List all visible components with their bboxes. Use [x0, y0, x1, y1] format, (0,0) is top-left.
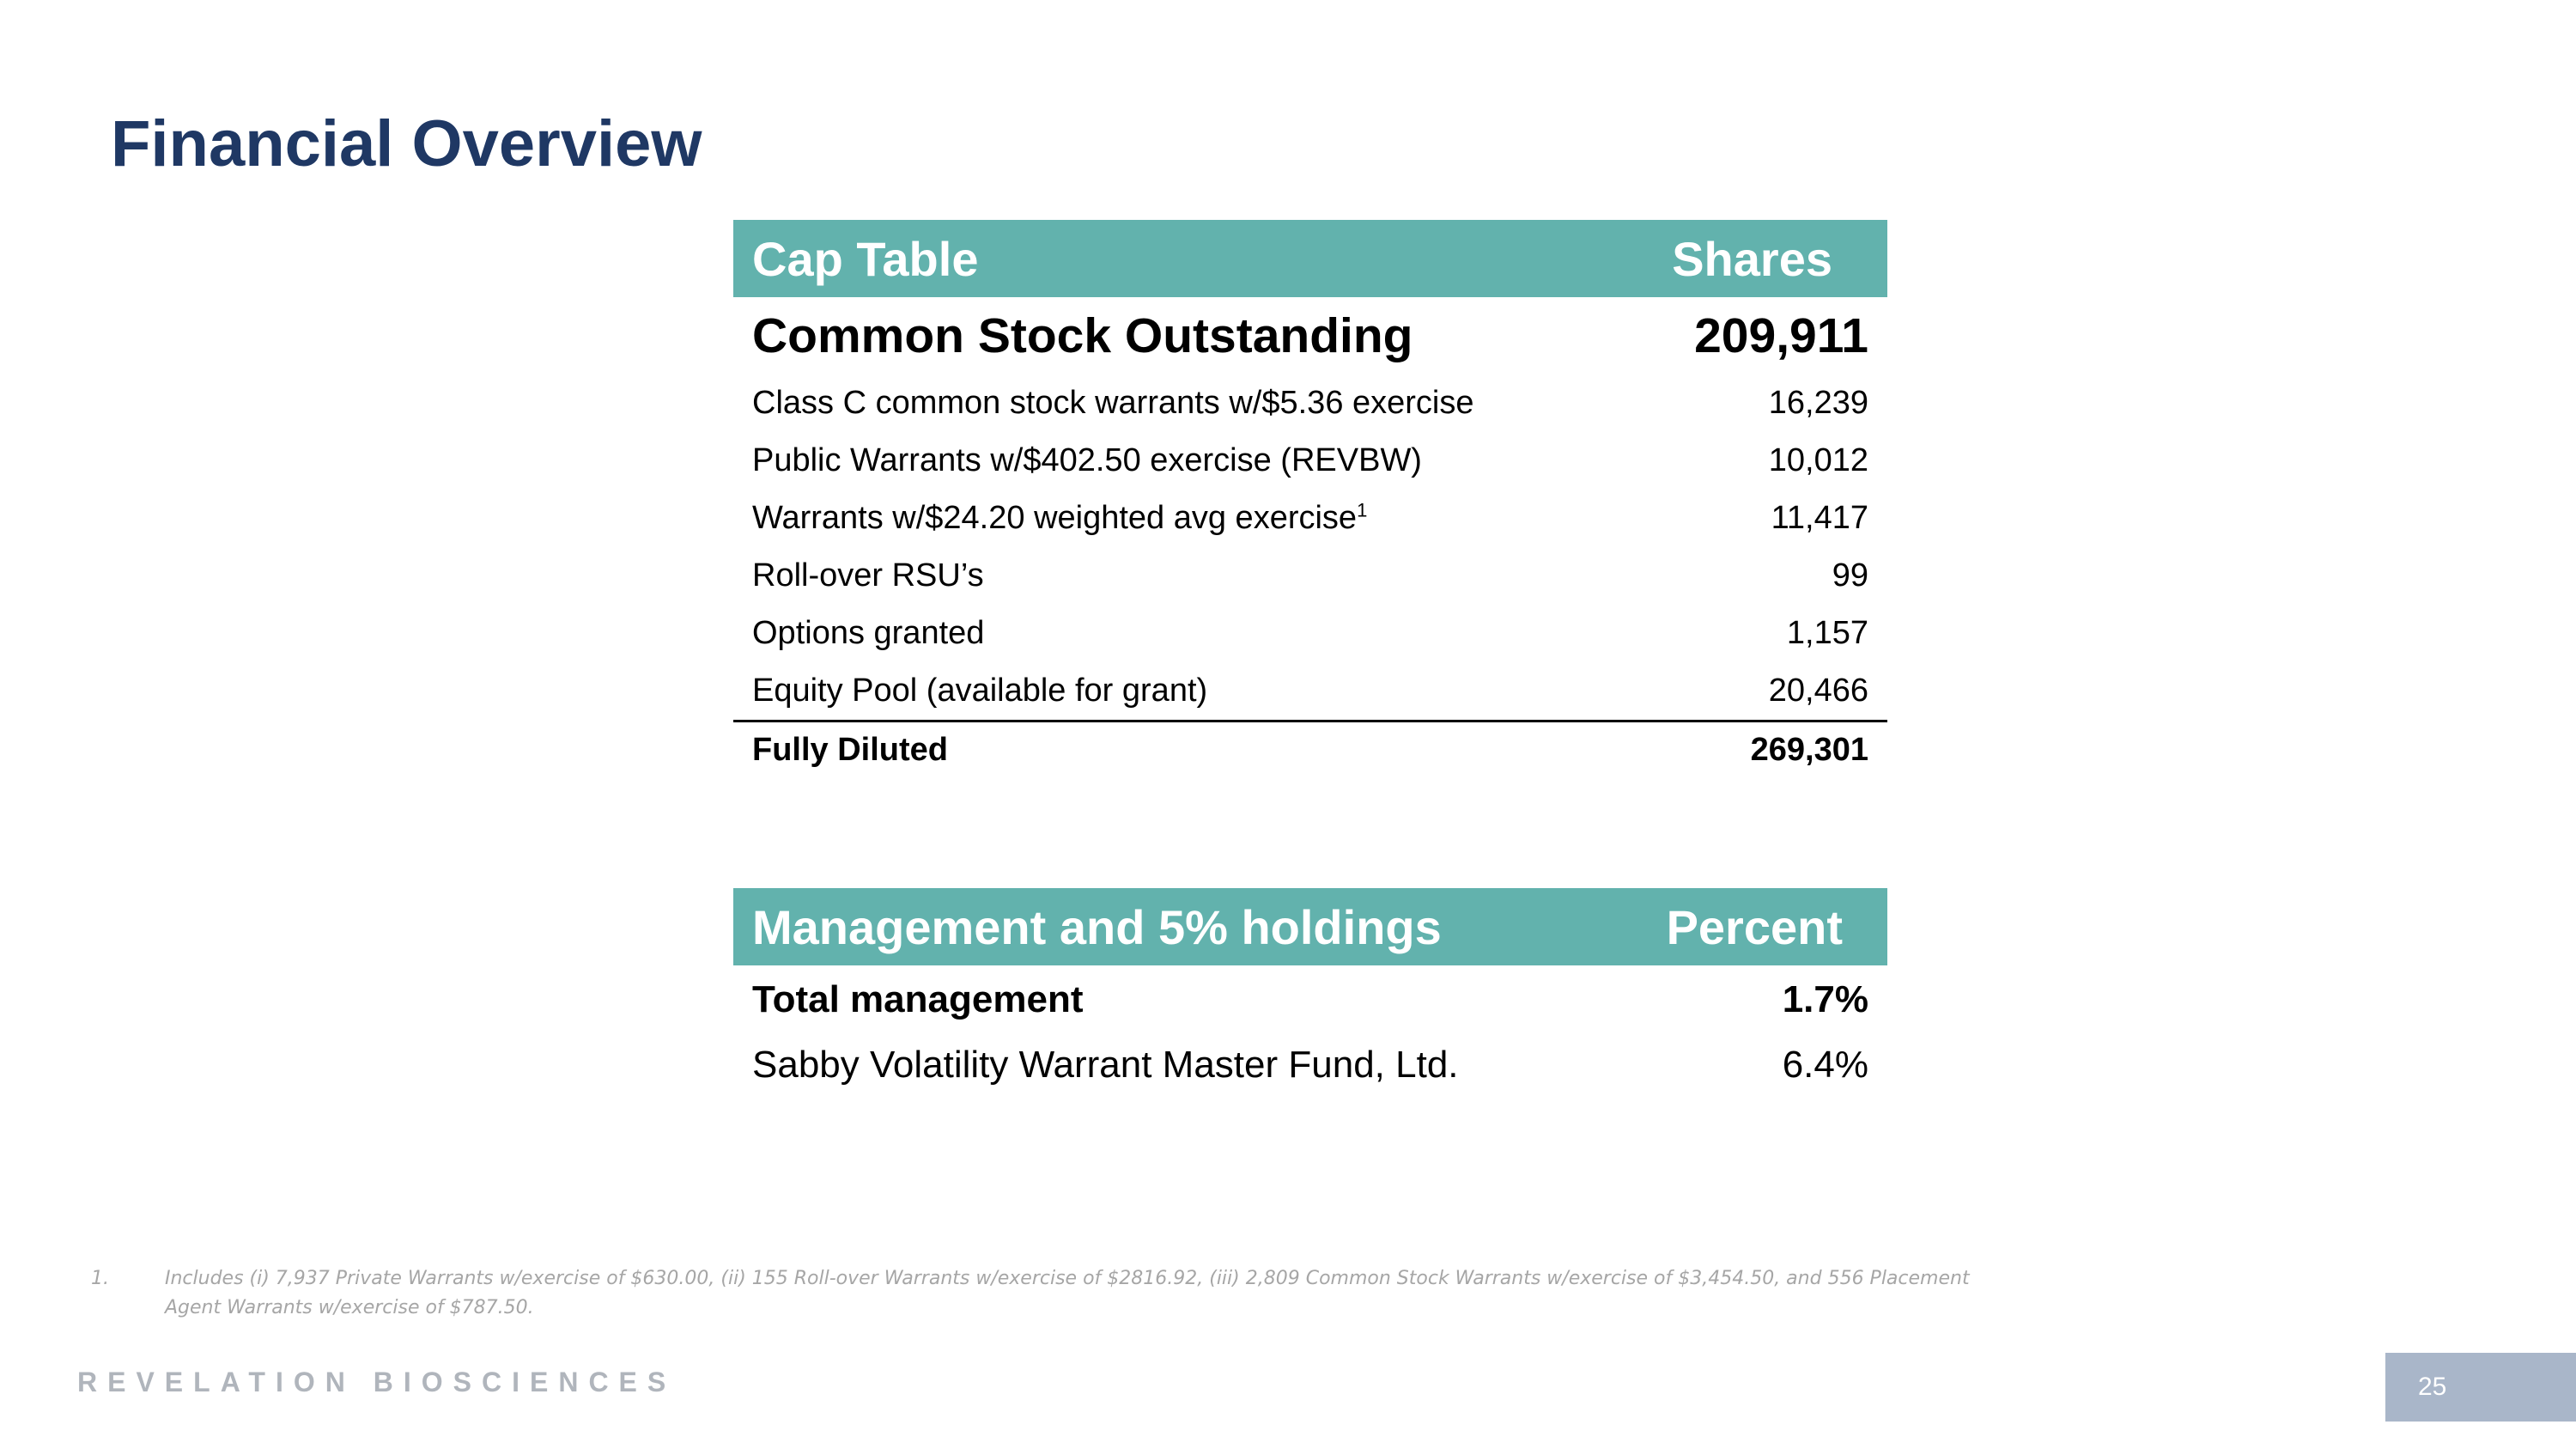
page-number-text: 25: [2418, 1373, 2447, 1401]
row-label-text: Warrants w/$24.20 weighted avg exercise: [752, 500, 1358, 536]
row-label: Options granted: [752, 615, 985, 651]
cap-table-header: Cap Table Shares: [733, 220, 1887, 297]
footnote-number: 1.: [91, 1268, 109, 1289]
row-label: Sabby Volatility Warrant Master Fund, Lt…: [752, 1044, 1459, 1086]
common-stock-row: Common Stock Outstanding 209,911: [733, 297, 1887, 374]
cap-table: Cap Table Shares Common Stock Outstandin…: [733, 220, 1887, 778]
row-value: 6.4%: [1782, 1044, 1868, 1086]
row-value: 99: [1832, 557, 1868, 594]
cap-table-header-value: Shares: [1672, 231, 1832, 286]
table-row: Warrants w/$24.20 weighted avg exercise1…: [733, 490, 1887, 547]
table-row: Total management 1.7%: [733, 965, 1887, 1034]
row-value: 1,157: [1786, 615, 1868, 651]
row-label: Public Warrants w/$402.50 exercise (REVB…: [752, 442, 1422, 478]
row-label: Total management: [752, 978, 1084, 1020]
row-label-with-footnote: Warrants w/$24.20 weighted avg exercise1: [752, 500, 1367, 537]
page-title: Financial Overview: [111, 107, 702, 180]
fully-diluted-label: Fully Diluted: [752, 732, 948, 768]
row-value: 11,417: [1771, 500, 1868, 536]
table-row: Options granted 1,157: [733, 605, 1887, 662]
table-row: Sabby Volatility Warrant Master Fund, Lt…: [733, 1034, 1887, 1096]
row-label: Class C common stock warrants w/$5.36 ex…: [752, 385, 1474, 421]
row-value: 1.7%: [1782, 978, 1868, 1020]
page-number: 25: [2385, 1353, 2576, 1422]
table-row: Equity Pool (available for grant) 20,466: [733, 662, 1887, 720]
holdings-table-header-label: Management and 5% holdings: [752, 899, 1442, 954]
brand-wordmark: REVELATION BIOSCIENCES: [77, 1367, 677, 1397]
table-row: Class C common stock warrants w/$5.36 ex…: [733, 374, 1887, 432]
fully-diluted-row: Fully Diluted 269,301: [733, 720, 1887, 778]
row-value: 10,012: [1768, 442, 1868, 478]
fully-diluted-value: 269,301: [1750, 732, 1868, 768]
footnote: 1. Includes (i) 7,937 Private Warrants w…: [91, 1264, 1980, 1323]
row-label: Roll-over RSU’s: [752, 557, 984, 594]
common-stock-value: 209,911: [1694, 308, 1868, 363]
cap-table-header-label: Cap Table: [752, 231, 979, 286]
table-row: Public Warrants w/$402.50 exercise (REVB…: [733, 432, 1887, 490]
holdings-table-header-value: Percent: [1666, 899, 1843, 954]
common-stock-label: Common Stock Outstanding: [752, 308, 1413, 363]
row-value: 16,239: [1768, 385, 1868, 421]
footnote-ref: 1: [1357, 499, 1368, 521]
row-label: Equity Pool (available for grant): [752, 673, 1208, 709]
table-row: Roll-over RSU’s 99: [733, 547, 1887, 605]
holdings-table: Management and 5% holdings Percent Total…: [733, 888, 1887, 1096]
row-value: 20,466: [1768, 673, 1868, 709]
holdings-table-header: Management and 5% holdings Percent: [733, 888, 1887, 965]
footnote-text: Includes (i) 7,937 Private Warrants w/ex…: [165, 1268, 1970, 1318]
